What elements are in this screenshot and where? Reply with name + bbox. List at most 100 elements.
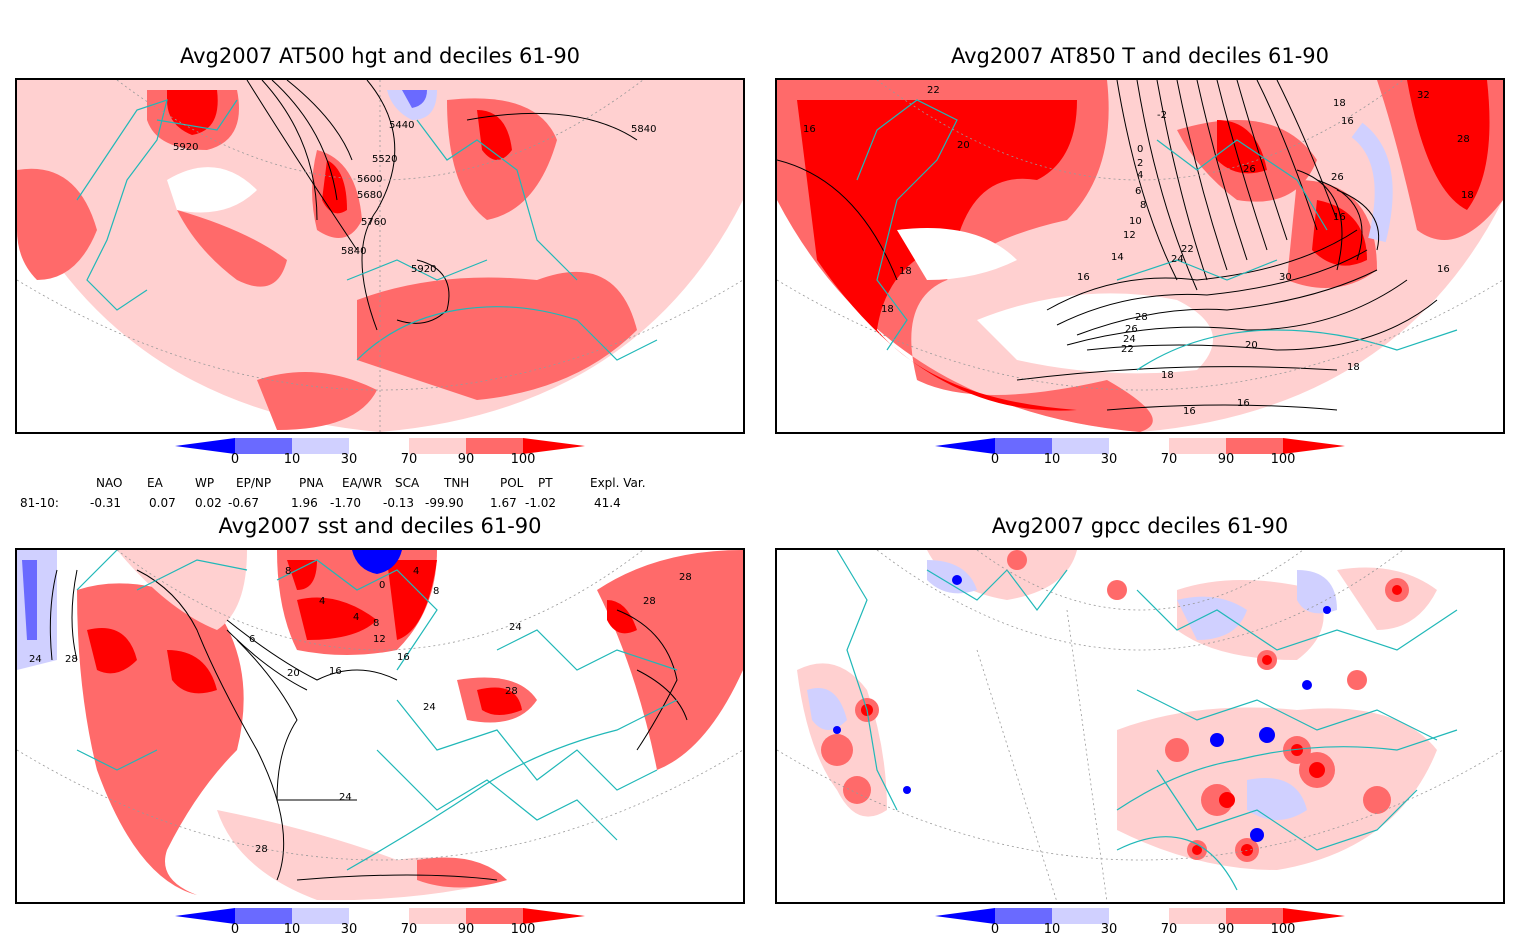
index-header: EP/NP [236,476,272,490]
colorbar-tick: 0 [990,452,1000,467]
contour-label: 16 [1237,398,1250,409]
contour-label: 8 [1140,200,1146,211]
contour-label: 16 [803,124,816,135]
colorbar-tick: 10 [283,922,301,937]
contour-label: 5600 [357,174,382,185]
contour-label: 26 [1125,324,1138,335]
colorbar-tick: 100 [1270,452,1296,467]
colorbar-tick: 90 [457,922,475,937]
contour-label: -2 [1157,110,1167,121]
colorbar-tick: 70 [1160,452,1178,467]
contour-label: 4 [413,566,419,577]
contour-label: 8 [373,618,379,629]
contour-label: 10 [1129,216,1142,227]
colorbar-gpcc: 0 10 30 70 90 100 [935,908,1355,938]
index-header: Expl. Var. [590,476,646,490]
index-header: PT [538,476,553,490]
index-header: POL [500,476,524,490]
contour-label: 24 [509,622,522,633]
contour-label: 26 [1331,172,1344,183]
contour-label: 28 [255,844,268,855]
colorbar-tick: 30 [340,922,358,937]
index-header: TNH [444,476,470,490]
contour-label: 5680 [357,190,382,201]
index-value: -1.70 [330,496,362,510]
contour-label: 18 [881,304,894,315]
contour-label: 12 [1123,230,1136,241]
colorbar-tick: 0 [990,922,1000,937]
contour-label: 28 [679,572,692,583]
contour-label: 24 [423,702,436,713]
colorbar-tick: 10 [1043,922,1061,937]
contour-label: 5760 [361,217,386,228]
index-value: -0.67 [228,496,260,510]
colorbar-tick: 90 [457,452,475,467]
index-value: 0.02 [195,496,222,510]
contour-label: 5920 [411,264,436,275]
contour-label: 22 [927,85,940,96]
index-header: WP [195,476,215,490]
contour-label: 22 [1181,244,1194,255]
contour-label: 16 [1333,212,1346,223]
map-at850: 22 20 16 18 18 -2 0 2 4 6 8 10 12 14 16 … [775,78,1505,434]
index-value: 1.96 [291,496,318,510]
colorbar-at500: 0 10 30 70 90 100 [175,438,595,468]
contour-label: 24 [339,792,352,803]
contour-label: 18 [899,266,912,277]
colorbar-tick: 70 [1160,922,1178,937]
colorbar-tick: 100 [510,922,536,937]
contour-label: 5840 [631,124,656,135]
map-gpcc [775,548,1505,904]
index-value: -99.90 [425,496,464,510]
colorbar-tick: 0 [230,922,240,937]
contour-label: 28 [643,596,656,607]
contour-label: 14 [1111,252,1124,263]
index-value: 0.07 [149,496,176,510]
contour-label: 16 [1341,116,1354,127]
contour-label: 16 [1437,264,1450,275]
contour-label: 20 [957,140,970,151]
index-row-label: 81-10: [20,496,59,510]
contour-label: 28 [505,686,518,697]
contour-label: 28 [65,654,78,665]
index-header: EA/WR [342,476,383,490]
index-value: -1.02 [525,496,557,510]
colorbar-tick: 30 [1100,452,1118,467]
index-header: SCA [395,476,420,490]
contour-label: 4 [1137,170,1143,181]
contour-label: 18 [1347,362,1360,373]
contour-label: 16 [397,652,410,663]
index-header: EA [147,476,163,490]
map-at500: 5920 5440 5520 5600 5680 5760 5840 5920 … [15,78,745,434]
contour-label: 22 [1121,344,1134,355]
contour-label: 2 [1137,158,1143,169]
contour-label: 12 [373,634,386,645]
colorbar-tick: 10 [1043,452,1061,467]
contour-label: 5840 [341,246,366,257]
map-sst: 24 28 6 20 16 8 4 4 8 12 0 4 8 28 28 24 … [15,548,745,904]
contour-label: 16 [1183,406,1196,417]
contour-label: 4 [353,612,359,623]
contour-label: 18 [1461,190,1474,201]
colorbar-tick: 100 [1270,922,1296,937]
colorbar-tick: 10 [283,452,301,467]
contour-label: 30 [1279,272,1292,283]
contour-label: 32 [1417,90,1430,101]
contour-label: 8 [285,566,291,577]
contour-label: 6 [249,634,255,645]
panel-title-sst: Avg2007 sst and deciles 61-90 [218,514,542,538]
contour-label: 28 [1135,312,1148,323]
colorbar-tick: 0 [230,452,240,467]
contour-label: 5440 [389,120,414,131]
contour-label: 0 [379,580,385,591]
contour-label: 20 [287,668,300,679]
panel-title-at850: Avg2007 AT850 T and deciles 61-90 [950,44,1330,68]
colorbar-tick: 90 [1217,452,1235,467]
contour-label: 26 [1243,164,1256,175]
index-value: 1.67 [490,496,517,510]
contour-label: 24 [1123,334,1136,345]
contour-label: 20 [1245,340,1258,351]
panel-title-gpcc: Avg2007 gpcc deciles 61-90 [991,514,1289,538]
colorbar-sst: 0 10 30 70 90 100 [175,908,595,938]
contour-label: 18 [1161,370,1174,381]
